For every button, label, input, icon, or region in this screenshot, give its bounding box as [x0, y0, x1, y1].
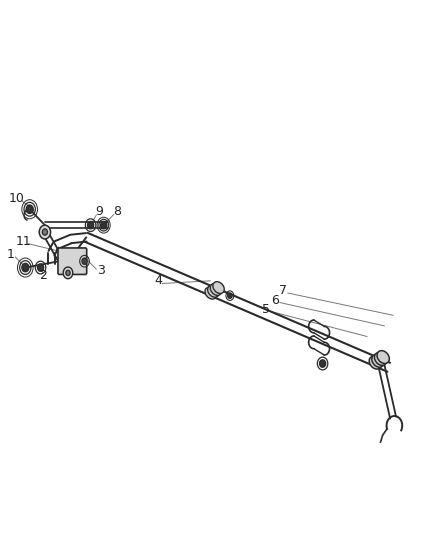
- Ellipse shape: [372, 354, 384, 367]
- Circle shape: [228, 293, 232, 298]
- Text: 3: 3: [97, 264, 105, 277]
- Ellipse shape: [369, 356, 381, 369]
- Ellipse shape: [213, 281, 224, 294]
- Circle shape: [63, 267, 73, 279]
- Text: 10: 10: [8, 191, 24, 205]
- Text: 4: 4: [154, 274, 162, 287]
- Circle shape: [66, 270, 70, 276]
- Text: 5: 5: [262, 303, 270, 316]
- Circle shape: [26, 205, 33, 214]
- FancyBboxPatch shape: [58, 248, 87, 274]
- Circle shape: [39, 225, 50, 239]
- Circle shape: [22, 263, 29, 272]
- Circle shape: [88, 221, 94, 229]
- Text: 8: 8: [113, 205, 121, 218]
- Text: 11: 11: [16, 235, 32, 247]
- Ellipse shape: [205, 287, 216, 299]
- Circle shape: [101, 221, 107, 229]
- Text: 1: 1: [7, 248, 15, 261]
- Text: 9: 9: [95, 205, 103, 219]
- Circle shape: [38, 264, 44, 271]
- Ellipse shape: [377, 351, 389, 364]
- Text: 6: 6: [271, 294, 279, 307]
- Circle shape: [82, 258, 87, 264]
- Circle shape: [42, 229, 47, 235]
- Text: 7: 7: [279, 284, 287, 297]
- Ellipse shape: [210, 284, 222, 295]
- Ellipse shape: [208, 285, 219, 297]
- Circle shape: [320, 360, 325, 367]
- Text: 2: 2: [39, 269, 47, 282]
- Ellipse shape: [374, 352, 387, 365]
